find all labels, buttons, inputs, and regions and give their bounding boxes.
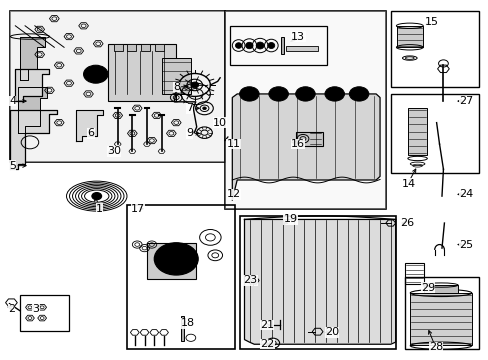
Bar [127,205,234,348]
Bar [390,94,478,173]
Circle shape [295,87,315,101]
Bar [407,108,427,155]
Bar [20,295,69,330]
Circle shape [190,82,198,88]
Circle shape [239,87,259,101]
Circle shape [172,256,179,261]
Bar [10,12,224,162]
Ellipse shape [256,42,264,49]
Text: 10: 10 [212,118,226,128]
Circle shape [268,87,288,101]
Bar [423,285,457,293]
Text: 17: 17 [131,204,145,214]
Bar [108,44,176,101]
Text: 28: 28 [428,342,442,352]
Text: 11: 11 [226,139,240,149]
Polygon shape [15,69,49,101]
Text: 29: 29 [420,283,434,293]
Bar [396,26,423,47]
Polygon shape [244,220,395,344]
Bar [405,277,478,348]
Bar [147,243,195,279]
Circle shape [92,193,102,200]
Bar [114,44,122,51]
Circle shape [203,107,206,109]
Text: 23: 23 [243,275,257,285]
Text: 3: 3 [32,304,40,314]
Bar [285,45,317,51]
Polygon shape [232,94,379,200]
Text: 6: 6 [87,129,94,138]
Text: 8: 8 [172,82,180,92]
Bar [405,263,423,284]
Ellipse shape [245,42,252,49]
Text: 12: 12 [226,189,241,199]
Text: 27: 27 [458,96,472,106]
Circle shape [83,65,108,83]
Bar [224,12,385,209]
Text: 19: 19 [283,215,297,224]
Text: 4: 4 [9,96,16,106]
Text: 5: 5 [9,161,16,171]
Bar [141,44,150,51]
Polygon shape [76,110,103,140]
Text: 30: 30 [107,146,121,156]
Polygon shape [18,87,47,134]
Circle shape [348,87,368,101]
Text: 21: 21 [260,320,274,330]
Text: 26: 26 [400,218,414,228]
Circle shape [154,243,198,275]
Bar [229,26,327,65]
Text: 16: 16 [290,139,304,149]
Bar [155,44,163,51]
Bar [239,216,395,348]
Text: 14: 14 [401,179,415,189]
Bar [161,58,190,94]
Ellipse shape [235,43,242,48]
Text: 9: 9 [185,129,193,138]
Text: 18: 18 [181,319,195,328]
Text: 15: 15 [424,17,438,27]
Bar [390,12,478,87]
Bar [295,132,322,146]
Bar [10,12,224,162]
Bar [409,293,471,345]
Text: 20: 20 [325,327,338,337]
Text: 24: 24 [458,189,472,199]
Ellipse shape [267,42,274,49]
Text: 13: 13 [291,32,305,41]
Bar [127,44,136,51]
Text: 7: 7 [185,103,193,113]
Text: 22: 22 [260,339,274,349]
Polygon shape [10,110,57,169]
Text: 1: 1 [96,204,102,214]
Text: 25: 25 [458,239,472,249]
Circle shape [325,87,344,101]
Bar [181,316,183,341]
Polygon shape [20,37,44,80]
Bar [281,37,284,54]
Text: 2: 2 [8,304,15,314]
Bar [224,12,385,209]
